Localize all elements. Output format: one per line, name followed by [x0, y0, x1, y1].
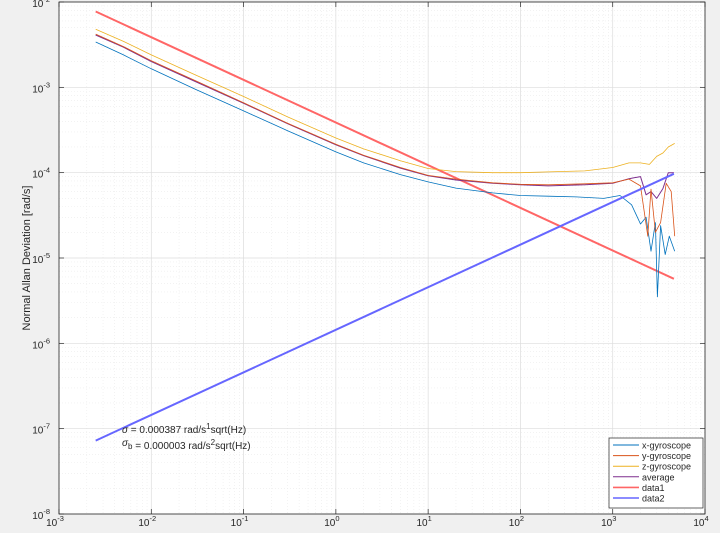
legend-entry-label: data2: [642, 494, 665, 504]
legend-entry-label: data1: [642, 483, 665, 493]
y-tick-label: 10-3: [32, 80, 50, 95]
tick-exponent: -5: [43, 251, 50, 260]
x-tick-label: 100: [324, 514, 339, 529]
tick-exponent: -2: [150, 514, 157, 523]
tick-exponent: 1: [428, 514, 432, 523]
legend-box: [608, 437, 704, 509]
tick-exponent: 4: [704, 514, 708, 523]
annotation-value: = 0.000003 rad/s: [132, 441, 210, 452]
tick-base: 10: [138, 518, 150, 529]
x-tick-label: 10-1: [231, 514, 249, 529]
series-line-data1: [95, 10, 675, 280]
annotation-sigma: σ: [122, 425, 129, 436]
annotation-text: σ = 0.000387 rad/s1sqrt(Hz): [122, 422, 246, 436]
annotation-tail: sqrt(Hz): [211, 425, 247, 436]
y-tick-label: 10-4: [32, 166, 50, 181]
tick-base: 10: [509, 518, 521, 529]
tick-base: 10: [32, 0, 44, 10]
series-line-data2: [95, 172, 675, 442]
legend-entry-label: x-gyroscope: [642, 441, 691, 451]
tick-exponent: 2: [520, 514, 524, 523]
y-tick-label: 10-7: [32, 422, 50, 437]
tick-base: 10: [32, 511, 44, 522]
tick-exponent: -1: [242, 514, 249, 523]
tick-exponent: -7: [43, 422, 50, 431]
tick-base: 10: [324, 518, 336, 529]
x-tick-labels: 10-3 10-2 10-1 100 101 102 103 104: [46, 514, 709, 529]
annotation-sigma: σ: [122, 438, 129, 449]
y-tick-label: 10-8: [32, 507, 50, 522]
tick-base: 10: [32, 170, 44, 181]
tick-exponent: -6: [43, 336, 50, 345]
x-tick-label: 102: [509, 514, 524, 529]
annotation-text: σb = 0.000003 rad/s2sqrt(Hz): [122, 438, 251, 452]
tick-base: 10: [693, 518, 705, 529]
tick-base: 10: [32, 84, 44, 95]
annotation-subscript: b: [128, 442, 133, 451]
tick-exponent: -8: [43, 507, 50, 516]
legend-entry-label: z-gyroscope: [642, 462, 691, 472]
tick-base: 10: [32, 340, 44, 351]
series-line-x-gyroscope: [95, 41, 676, 298]
y-tick-labels: 10-810-710-610-510-410-310-2: [32, 0, 50, 522]
x-tick-label: 10-3: [46, 514, 64, 529]
series-layer: [95, 10, 676, 442]
x-tick-label: 103: [601, 514, 616, 529]
tick-base: 10: [32, 255, 44, 266]
tick-marks: [58, 1, 706, 515]
y-tick-label: 10-5: [32, 251, 50, 266]
x-tick-label: 101: [416, 514, 431, 529]
tick-base: 10: [601, 518, 613, 529]
series-line-average: [95, 34, 674, 199]
legend-entry-label: y-gyroscope: [642, 451, 691, 461]
tick-exponent: 0: [335, 514, 339, 523]
annotation-tail: sqrt(Hz): [215, 441, 251, 452]
series-line-y-gyroscope: [95, 33, 676, 237]
tick-base: 10: [416, 518, 428, 529]
tick-base: 10: [32, 426, 44, 437]
x-tick-label: 104: [693, 514, 708, 529]
legend: x-gyroscopey-gyroscopez-gyroscopeaverage…: [608, 437, 704, 509]
annotation-superscript: 2: [211, 438, 216, 447]
legend-entry-label: average: [642, 472, 675, 482]
tick-exponent: -3: [43, 80, 50, 89]
tick-exponent: -3: [57, 514, 64, 523]
tick-exponent: -4: [43, 166, 50, 175]
tick-base: 10: [231, 518, 243, 529]
series-line-z-gyroscope: [95, 28, 675, 174]
y-tick-label: 10-2: [32, 0, 50, 10]
tick-exponent: -2: [43, 0, 50, 4]
tick-exponent: 3: [612, 514, 616, 523]
x-tick-label: 10-2: [138, 514, 156, 529]
y-axis-label: Normal Allan Deviation [rad/s]: [21, 186, 33, 331]
annotation-superscript: 1: [206, 422, 211, 431]
tick-base: 10: [46, 518, 58, 529]
annotations: σ = 0.000387 rad/s1sqrt(Hz)σb = 0.000003…: [122, 422, 251, 452]
annotation-value: = 0.000387 rad/s: [128, 425, 206, 436]
y-tick-label: 10-6: [32, 336, 50, 351]
